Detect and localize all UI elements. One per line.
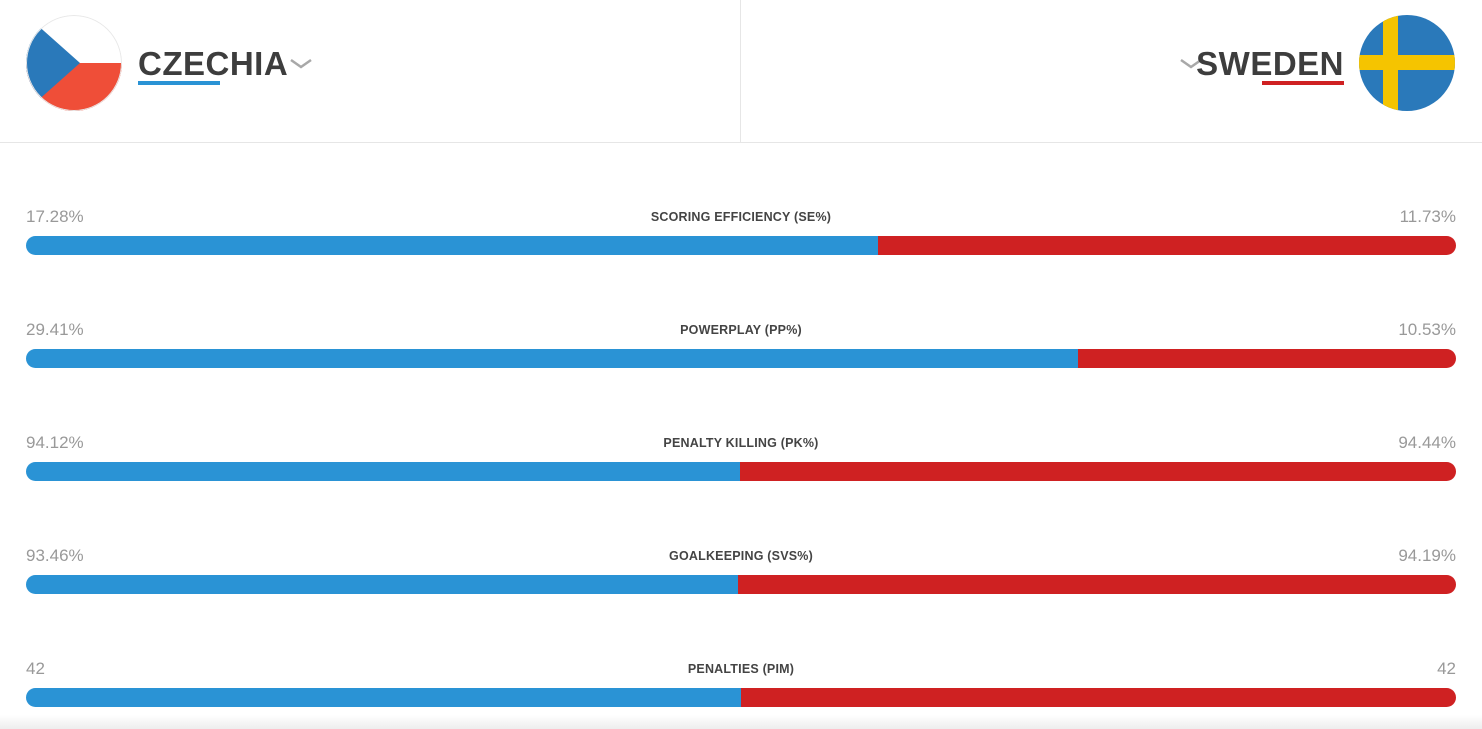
left-team-panel: CZECHIA	[0, 0, 741, 142]
right-bar-segment	[739, 462, 1456, 481]
bottom-fade	[0, 715, 1482, 729]
stat-row-penalties: 42 PENALTIES (PIM) 42	[26, 659, 1456, 719]
left-stat-value: 94.12%	[26, 433, 84, 452]
right-stat-value: 11.73%	[1399, 207, 1456, 226]
right-team-underline	[1262, 81, 1344, 85]
right-bar-segment	[738, 575, 1456, 594]
stat-row-goalkeeping: 93.46% GOALKEEPING (SVS%) 94.19%	[26, 546, 1456, 606]
team-header: CZECHIA SWEDEN	[0, 0, 1482, 143]
comparison-bar	[26, 462, 1456, 481]
czech-flag-icon	[26, 15, 122, 111]
stat-label: POWERPLAY (PP%)	[680, 323, 802, 337]
left-stat-value: 29.41%	[26, 320, 84, 339]
left-team-underline	[138, 81, 220, 85]
left-bar-segment	[26, 236, 879, 255]
left-stat-value: 17.28%	[26, 207, 84, 226]
stat-label: PENALTY KILLING (PK%)	[663, 436, 819, 450]
left-team-name[interactable]: CZECHIA	[138, 45, 289, 82]
comparison-bar	[26, 575, 1456, 594]
chevron-down-icon[interactable]	[1178, 54, 1204, 72]
left-stat-value: 93.46%	[26, 546, 84, 565]
stat-row-powerplay: 29.41% POWERPLAY (PP%) 10.53%	[26, 320, 1456, 380]
stat-label: GOALKEEPING (SVS%)	[669, 549, 813, 563]
right-bar-segment	[1078, 349, 1456, 368]
comparison-bar	[26, 688, 1456, 707]
right-stat-value: 10.53%	[1398, 320, 1456, 339]
right-team-panel: SWEDEN	[741, 0, 1482, 142]
right-bar-segment	[741, 688, 1456, 707]
right-stat-value: 94.19%	[1398, 546, 1456, 565]
right-team-name[interactable]: SWEDEN	[1196, 45, 1344, 82]
left-bar-segment	[26, 688, 741, 707]
chevron-down-icon[interactable]	[288, 54, 314, 72]
stat-row-scoring-efficiency: 17.28% SCORING EFFICIENCY (SE%) 11.73%	[26, 207, 1456, 267]
left-bar-segment	[26, 575, 739, 594]
stat-label: SCORING EFFICIENCY (SE%)	[650, 210, 832, 224]
right-bar-segment	[878, 236, 1456, 255]
sweden-flag-icon	[1359, 15, 1455, 111]
stat-row-penalty-killing: 94.12% PENALTY KILLING (PK%) 94.44%	[26, 433, 1456, 493]
stat-label: PENALTIES (PIM)	[687, 662, 795, 676]
comparison-bar	[26, 236, 1456, 255]
left-bar-segment	[26, 349, 1079, 368]
right-stat-value: 94.44%	[1398, 433, 1456, 452]
left-stat-value: 42	[26, 659, 45, 678]
comparison-bar	[26, 349, 1456, 368]
left-bar-segment	[26, 462, 740, 481]
right-stat-value: 42	[1437, 659, 1456, 678]
